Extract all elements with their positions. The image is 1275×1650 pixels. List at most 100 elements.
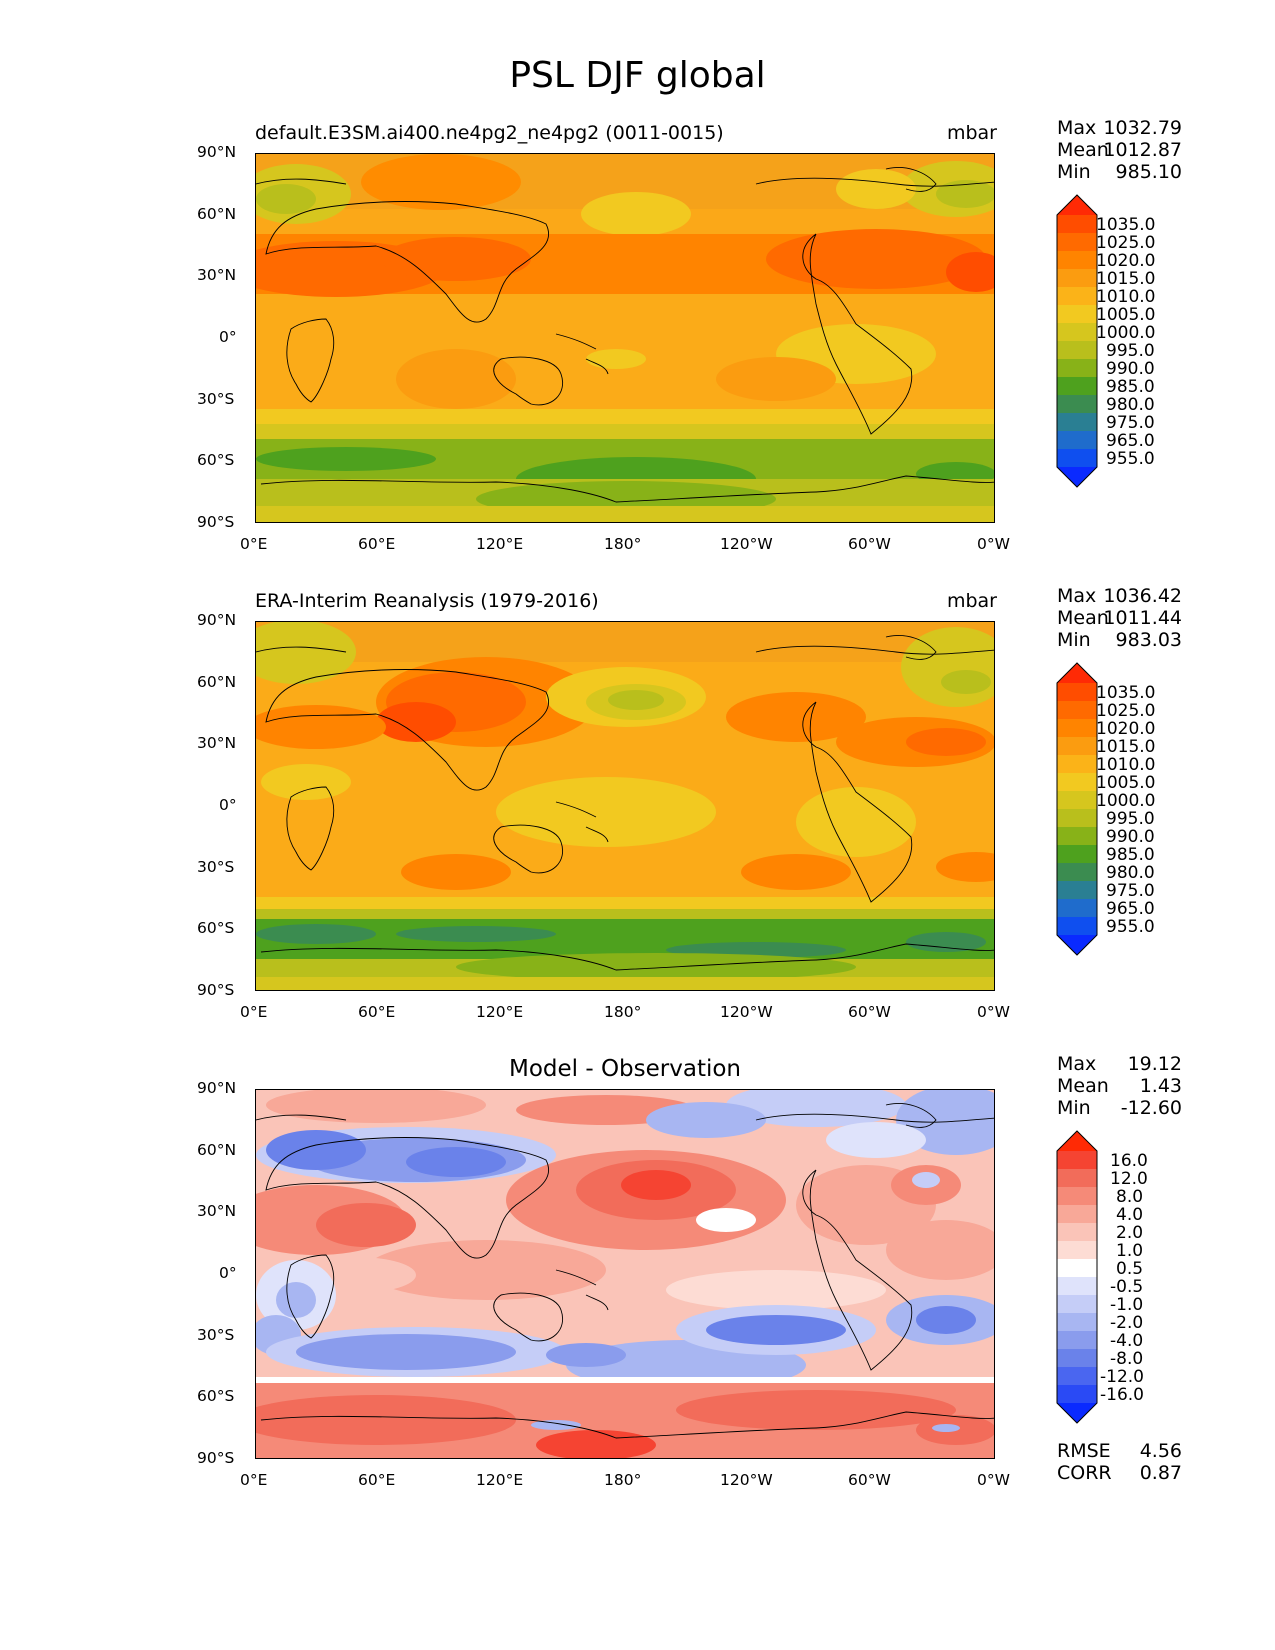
psl-field-model [256,154,994,522]
colorbar-label: -1.0 [1110,1295,1144,1315]
colorbar-segment [1057,395,1097,414]
stat-max-label: Max [1057,585,1097,607]
lon-tick: 0°W [977,1003,1010,1021]
colorbar-label: 985.0 [1106,845,1155,865]
colorbar-segment [1057,305,1097,324]
stat-mean-label: Mean [1057,607,1109,629]
map-model [255,153,995,523]
colorbar-label: -2.0 [1110,1313,1144,1333]
colorbar-segment [1057,719,1097,738]
colorbar-segment [1057,917,1097,936]
colorbar-label: 1020.0 [1096,719,1156,739]
lon-tick: 60°W [848,1003,891,1021]
colorbar-segment [1057,287,1097,306]
psl-field-difference [256,1090,994,1458]
lon-tick: 180° [604,1471,642,1489]
colorbar-segment [1057,1331,1097,1350]
colorbar-segment [1057,1349,1097,1368]
lat-tick: 90°N [197,1079,237,1097]
lon-tick: 60°E [358,535,396,553]
colorbar-label: 1025.0 [1096,233,1156,253]
units-label: mbar [946,122,997,144]
colorbar-label: 1010.0 [1096,755,1156,775]
colorbar-label: -16.0 [1100,1385,1144,1405]
lat-tick: 30°N [197,1202,237,1220]
rmse-value: 4.56 [1139,1440,1182,1462]
colorbar [1056,662,1098,956]
rmse-label: RMSE [1057,1440,1111,1462]
colorbar-extend-top [1057,663,1097,683]
lon-tick: 120°E [476,1471,524,1489]
colorbar-outline [1056,662,1098,956]
colorbar-segment [1057,809,1097,828]
colorbar-segment [1057,881,1097,900]
colorbar-segment [1057,773,1097,792]
lon-tick: 0°E [240,1471,268,1489]
colorbar-segment [1057,323,1097,342]
colorbar-label: 1015.0 [1096,269,1156,289]
lon-tick: 0°W [977,1471,1010,1489]
lat-tick: 30°S [197,858,235,876]
colorbar-segment [1057,341,1097,360]
colorbar-label: 1015.0 [1096,737,1156,757]
colorbar-label: 975.0 [1106,413,1155,433]
colorbar-label: 995.0 [1106,809,1155,829]
colorbar-segment [1057,827,1097,846]
stat-min-value: -12.60 [1120,1097,1182,1119]
units-label: mbar [946,590,997,612]
lat-tick: 60°S [197,919,235,937]
colorbar-label: 1035.0 [1096,215,1156,235]
colorbar-label: 965.0 [1106,899,1155,919]
colorbar-label: 1.0 [1116,1241,1144,1261]
colorbar-label: 1005.0 [1096,305,1156,325]
colorbar-label: 990.0 [1106,827,1155,847]
colorbar-label: -12.0 [1100,1367,1144,1387]
colorbar-segment [1057,1223,1097,1242]
stat-mean-value: 1.43 [1139,1075,1182,1097]
lon-tick: 120°W [720,535,773,553]
lon-tick: 120°W [720,1471,773,1489]
colorbar-outline [1056,1130,1098,1424]
colorbar-segment [1057,1277,1097,1296]
lat-tick: 60°S [197,1387,235,1405]
colorbar-label: 4.0 [1116,1205,1144,1225]
stat-min-value: 985.10 [1115,161,1182,183]
colorbar-extend-bottom [1057,467,1097,487]
colorbar-segment [1057,1187,1097,1206]
lat-tick: 90°N [197,611,237,629]
colorbar-label: 8.0 [1116,1187,1144,1207]
colorbar-label: 1025.0 [1096,701,1156,721]
colorbar-segment [1057,683,1097,702]
lat-tick: 90°S [197,981,235,999]
colorbar-label: 2.0 [1116,1223,1144,1243]
lat-tick: 90°S [197,1449,235,1467]
lat-tick: 60°N [197,1141,237,1159]
colorbar-label: 980.0 [1106,395,1155,415]
colorbar-segment [1057,251,1097,270]
stat-mean-label: Mean [1057,139,1109,161]
colorbar-segment [1057,1295,1097,1314]
stat-max-label: Max [1057,117,1097,139]
colorbar-outline [1056,194,1098,488]
psl-field-observation [256,622,994,990]
stat-mean-label: Mean [1057,1075,1109,1097]
colorbar-extend-bottom [1057,935,1097,955]
colorbar-segment [1057,215,1097,234]
stat-min-value: 983.03 [1115,629,1182,651]
colorbar-label: 955.0 [1106,449,1155,469]
lon-tick: 120°E [476,535,524,553]
stat-max-value: 1036.42 [1103,585,1182,607]
stat-max-label: Max [1057,1053,1097,1075]
lon-tick: 120°W [720,1003,773,1021]
colorbar-segment [1057,449,1097,468]
lon-tick: 0°E [240,535,268,553]
colorbar-extend-bottom [1057,1403,1097,1423]
lat-tick: 90°N [197,143,237,161]
colorbar-segment [1057,1367,1097,1386]
colorbar-label: -8.0 [1110,1349,1144,1369]
colorbar-segment [1057,359,1097,378]
lat-tick: 30°S [197,1326,235,1344]
colorbar-segment [1057,1259,1097,1278]
colorbar-segment [1057,755,1097,774]
colorbar-segment [1057,1241,1097,1260]
